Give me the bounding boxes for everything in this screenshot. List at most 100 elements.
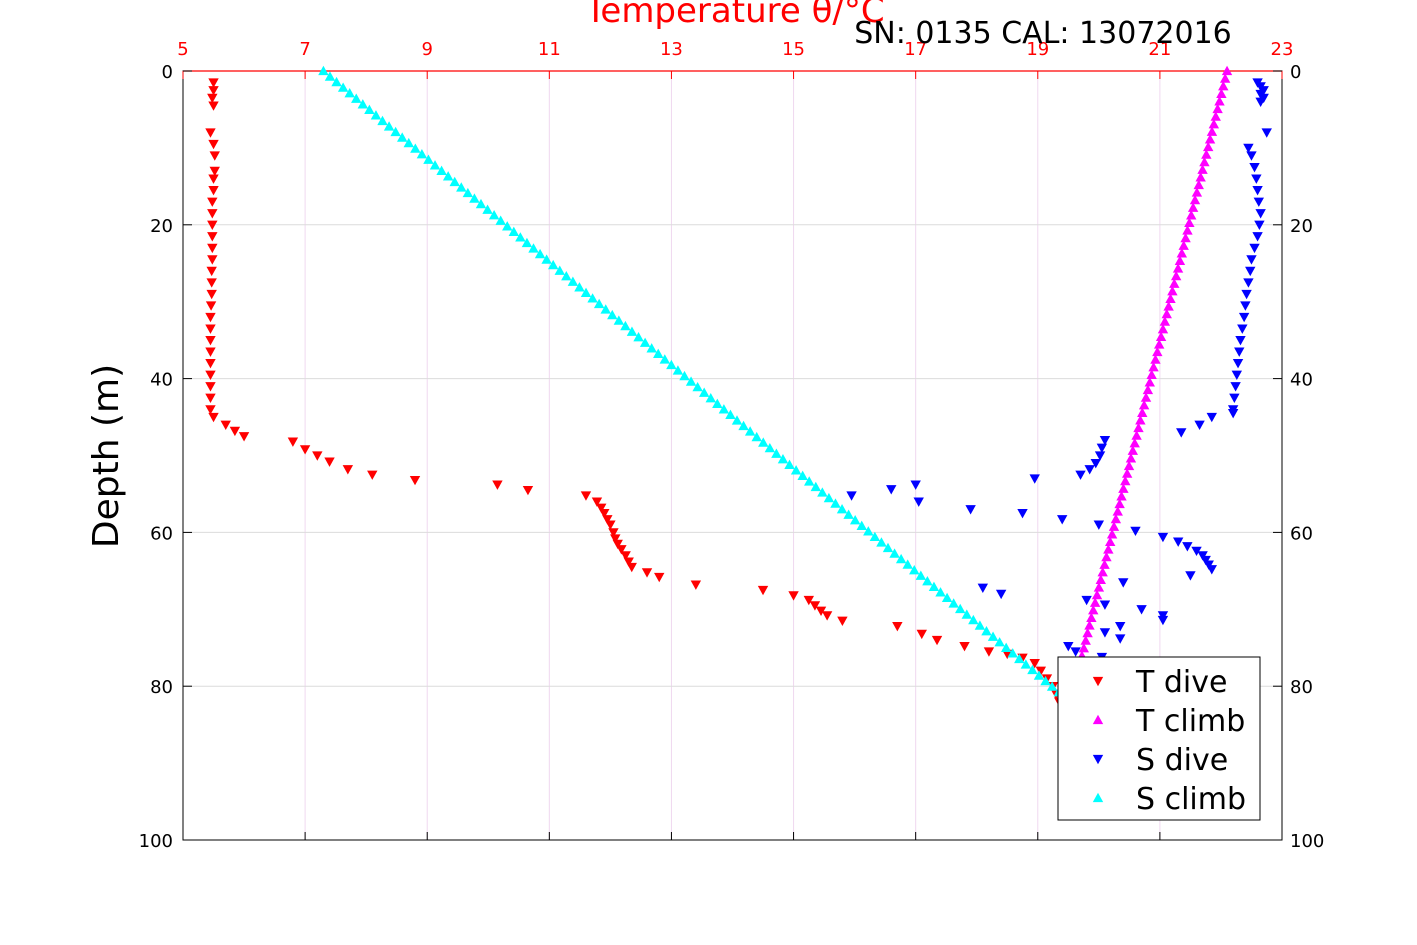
data-point: [561, 271, 572, 281]
data-point: [784, 459, 795, 469]
legend-item: T dive: [1092, 665, 1227, 700]
y-tick-label-right: 80: [1290, 677, 1313, 698]
data-point: [205, 335, 216, 346]
data-point: [580, 287, 592, 298]
data-point: [1163, 301, 1174, 311]
data-point: [410, 143, 421, 153]
data-point: [856, 520, 867, 530]
data-point: [1246, 151, 1257, 161]
data-point: [423, 154, 434, 164]
legend: T dive T climb S dive S climb: [1057, 656, 1261, 821]
data-point: [1137, 407, 1148, 417]
data-point: [208, 186, 219, 196]
data-point: [1159, 316, 1171, 326]
data-point: [744, 426, 756, 436]
data-point: [383, 121, 395, 131]
data-point: [337, 82, 349, 92]
data-point: [1232, 359, 1244, 369]
data-point: [955, 603, 966, 614]
data-point: [541, 254, 552, 264]
data-point: [757, 585, 769, 596]
data-point: [948, 598, 959, 608]
data-point: [889, 548, 900, 558]
data-point: [653, 348, 664, 359]
data-point: [882, 542, 894, 553]
data-point: [1187, 202, 1199, 212]
data-point: [1080, 635, 1091, 645]
data-point: [1086, 612, 1097, 623]
data-point: [915, 570, 927, 580]
data-point: [403, 137, 414, 148]
data-point: [207, 209, 218, 219]
data-point: [1172, 263, 1184, 273]
data-point: [1136, 605, 1147, 615]
data-point: [207, 255, 218, 265]
data-point: [1078, 643, 1090, 653]
data-point: [1070, 647, 1081, 657]
data-point: [1095, 574, 1106, 585]
data-point: [1212, 103, 1223, 114]
data-point: [1178, 240, 1189, 250]
data-point: [209, 166, 220, 177]
data-point: [370, 110, 382, 120]
data-point: [1118, 483, 1129, 493]
y-tick-label-right: 100: [1290, 831, 1324, 852]
series-s-climb: [318, 65, 1071, 702]
data-point: [672, 365, 684, 375]
data-point: [1157, 532, 1169, 543]
data-point: [1182, 225, 1193, 235]
data-point: [429, 160, 441, 170]
data-point: [1191, 546, 1202, 557]
data-point: [751, 431, 762, 442]
data-point: [1040, 675, 1051, 686]
data-point: [613, 315, 625, 325]
data-point: [654, 572, 665, 583]
data-point: [1157, 324, 1169, 334]
legend-marker: [1092, 792, 1104, 803]
data-point: [495, 215, 506, 225]
data-point: [968, 614, 979, 625]
data-point: [351, 93, 362, 103]
data-point: [596, 503, 607, 513]
data-point: [442, 171, 454, 181]
data-point: [830, 498, 841, 508]
data-point: [959, 642, 970, 652]
data-point: [1014, 653, 1025, 664]
data-point: [207, 220, 218, 230]
data-point: [1208, 118, 1220, 129]
data-point: [1090, 459, 1101, 469]
data-point: [1204, 134, 1216, 144]
data-point: [206, 289, 217, 300]
data-point: [331, 76, 342, 87]
legend-label: S climb: [1136, 782, 1246, 817]
data-point: [626, 326, 638, 336]
data-point: [205, 301, 217, 311]
data-point: [377, 115, 388, 126]
y-tick-label-left: 60: [150, 523, 173, 544]
data-point: [895, 553, 907, 564]
y-tick-label-left: 80: [150, 677, 173, 698]
data-point: [409, 475, 421, 486]
x-tick-label: 17: [904, 39, 927, 60]
data-point: [587, 293, 598, 303]
data-point: [1105, 536, 1116, 547]
data-point: [1116, 491, 1127, 501]
data-point: [690, 580, 702, 590]
data-point: [1246, 255, 1257, 265]
data-point: [1234, 347, 1245, 357]
data-point: [821, 611, 833, 621]
data-point: [1255, 209, 1266, 219]
data-point: [1135, 415, 1146, 425]
data-point: [843, 509, 854, 519]
data-point: [482, 204, 493, 214]
data-point: [931, 635, 943, 646]
data-point: [1235, 335, 1246, 346]
data-point: [803, 595, 815, 606]
data-point: [685, 376, 697, 386]
data-point: [205, 405, 216, 415]
data-point: [1112, 506, 1123, 516]
data-point: [1094, 451, 1106, 461]
data-point: [1020, 659, 1032, 669]
data-point: [1007, 648, 1018, 658]
